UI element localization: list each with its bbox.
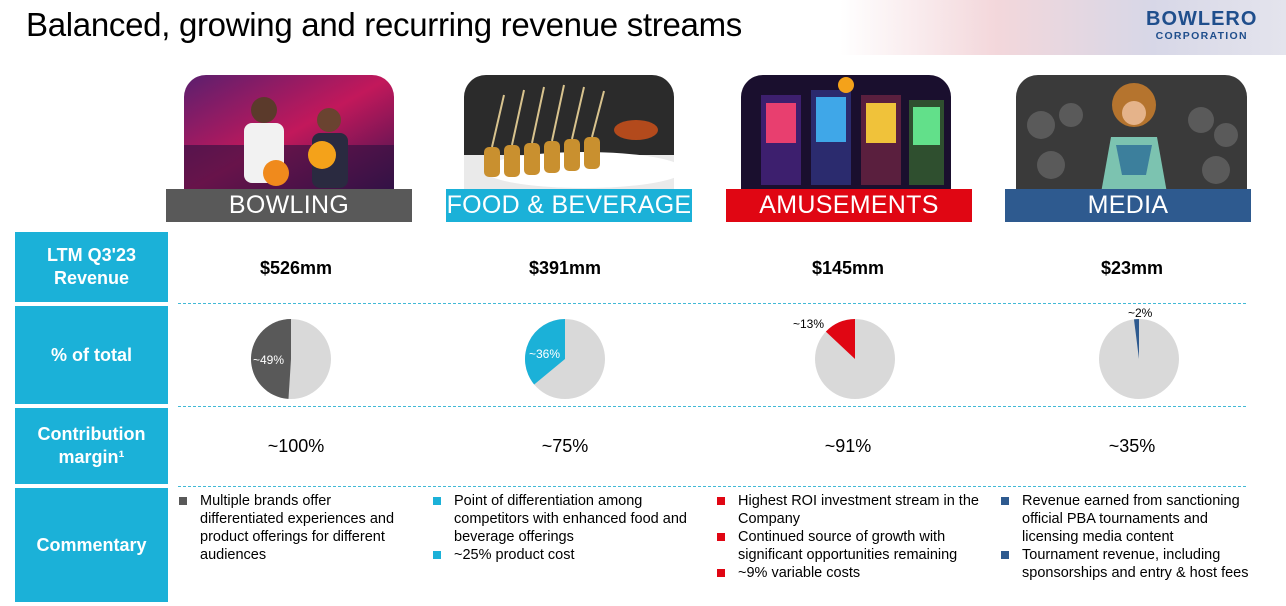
bowling-photo [184, 75, 394, 193]
commentary-food-beverage: Point of differentiation among competito… [430, 492, 706, 564]
bullet-square-icon [1001, 497, 1009, 505]
row-label-commentary-text: Commentary [36, 534, 147, 555]
commentary-text: Continued source of growth with signific… [738, 529, 958, 563]
row-divider [178, 406, 1246, 407]
bullet-square-icon [433, 551, 441, 559]
row-label-percent-text: % of total [51, 344, 132, 365]
revenue-bowling: $526mm [259, 258, 333, 278]
pie-slice-bowling [251, 319, 291, 399]
commentary-text: ~9% variable costs [738, 565, 861, 581]
logo-wordmark: BOWLERO [1146, 8, 1258, 30]
bullet-square-icon [1001, 551, 1009, 559]
bullet-square-icon [717, 569, 725, 577]
margin-media: ~35% [1108, 436, 1156, 456]
margin-food-beverage: ~75% [541, 436, 589, 456]
amusements-photo [741, 75, 951, 193]
category-header-food-beverage: FOOD & BEVERAGE [446, 189, 692, 222]
commentary-text: Multiple brands offer differentiated exp… [200, 493, 395, 563]
commentary-item: Multiple brands offer differentiated exp… [176, 492, 412, 564]
pie-chart-food-beverage [525, 319, 605, 399]
row-label-margin-text: Contribution margin¹ [37, 424, 146, 467]
pie-label-bowling: ~49% [253, 353, 285, 367]
pie-label-media: ~2% [1128, 306, 1153, 320]
row-divider [178, 303, 1246, 304]
row-divider [178, 486, 1246, 487]
bullet-square-icon [179, 497, 187, 505]
revenue-media: $23mm [1100, 258, 1164, 278]
commentary-item: Tournament revenue, including sponsorshi… [998, 546, 1268, 582]
bullet-square-icon [433, 497, 441, 505]
bowlero-logo: BOWLERO CORPORATION [1146, 8, 1257, 42]
commentary-item: ~9% variable costs [714, 564, 988, 582]
pie-chart-media [1099, 319, 1179, 399]
pie-chart-bowling [251, 319, 331, 399]
category-header-media: MEDIA [1005, 189, 1251, 222]
bullet-square-icon [717, 497, 725, 505]
row-label-percent: % of total [15, 306, 168, 404]
commentary-item: Point of differentiation among competito… [430, 492, 706, 546]
commentary-item: Revenue earned from sanctioning official… [998, 492, 1268, 546]
revenue-food-beverage: $391mm [528, 258, 602, 278]
row-label-revenue-text: LTM Q3'23 Revenue [47, 245, 136, 288]
pie-label-food-beverage: ~36% [529, 347, 561, 361]
pie-slice-food [525, 319, 565, 385]
margin-bowling: ~100% [267, 436, 325, 456]
category-header-bowling: BOWLING [166, 189, 412, 222]
commentary-text: Tournament revenue, including sponsorshi… [1022, 547, 1249, 581]
pie-slice-amusements [825, 319, 855, 359]
food-beverage-photo [464, 75, 674, 193]
row-label-commentary: Commentary [15, 488, 168, 602]
page-title: Balanced, growing and recurring revenue … [26, 6, 742, 43]
pie-slice-media [1133, 319, 1139, 359]
logo-subtitle: CORPORATION [1155, 30, 1248, 42]
commentary-item: Highest ROI investment stream in the Com… [714, 492, 988, 528]
row-label-margin: Contribution margin¹ [15, 408, 168, 484]
commentary-amusements: Highest ROI investment stream in the Com… [714, 492, 988, 582]
pie-chart-amusements [815, 319, 895, 399]
commentary-text: ~25% product cost [454, 547, 575, 563]
commentary-text: Point of differentiation among competito… [454, 493, 687, 545]
commentary-item: Continued source of growth with signific… [714, 528, 988, 564]
category-header-amusements: AMUSEMENTS [726, 189, 972, 222]
commentary-text: Highest ROI investment stream in the Com… [738, 493, 979, 527]
pie-label-amusements: ~13% [793, 317, 825, 331]
header-decoration [840, 0, 1286, 55]
commentary-item: ~25% product cost [430, 546, 706, 564]
commentary-media: Revenue earned from sanctioning official… [998, 492, 1268, 582]
commentary-bowling: Multiple brands offer differentiated exp… [176, 492, 412, 564]
row-label-revenue: LTM Q3'23 Revenue [15, 232, 168, 302]
revenue-amusements: $145mm [811, 258, 885, 278]
media-photo [1016, 75, 1247, 193]
margin-amusements: ~91% [824, 436, 872, 456]
bullet-square-icon [717, 533, 725, 541]
commentary-text: Revenue earned from sanctioning official… [1022, 493, 1240, 545]
